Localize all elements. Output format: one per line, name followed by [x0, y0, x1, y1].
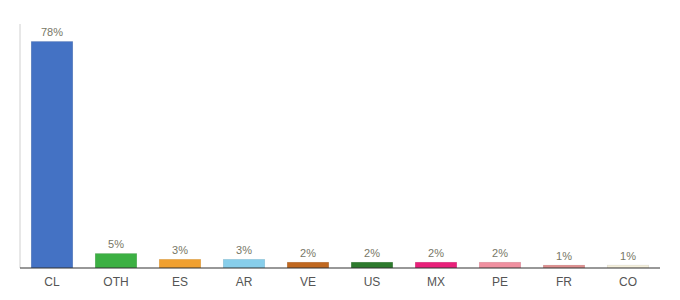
bar: [31, 41, 73, 268]
bar: [415, 262, 457, 268]
data-labels: 78% 5% 3% 3% 2% 2% 2% 2% 1% 1%: [41, 26, 636, 262]
chart: 78% 5% 3% 3% 2% 2% 2% 2% 1% 1% CL OTH ES AR VE US MX PE FR…: [0, 0, 680, 300]
data-label: 2%: [300, 247, 316, 259]
data-label: 2%: [364, 247, 380, 259]
data-label: 3%: [172, 244, 188, 256]
x-axis-line: [20, 267, 660, 268]
chart-container: 78% 5% 3% 3% 2% 2% 2% 2% 1% 1% CL OTH ES AR VE US MX PE FR…: [0, 0, 680, 300]
bars: [31, 41, 649, 268]
x-tick-label: ES: [172, 275, 188, 289]
data-label: 5%: [108, 238, 124, 250]
data-label: 2%: [492, 247, 508, 259]
x-tick-label: MX: [427, 275, 445, 289]
bar: [479, 262, 521, 268]
x-tick-label: AR: [236, 275, 253, 289]
bar: [95, 253, 137, 268]
x-tick-labels: CL OTH ES AR VE US MX PE FR CO: [44, 275, 637, 289]
data-label: 78%: [41, 26, 63, 38]
bar: [223, 259, 265, 268]
x-tick-label: FR: [556, 275, 572, 289]
data-label: 1%: [620, 250, 636, 262]
data-label: 1%: [556, 250, 572, 262]
x-tick-label: OTH: [103, 275, 128, 289]
x-tick-label: CO: [619, 275, 637, 289]
data-label: 3%: [236, 244, 252, 256]
x-tick-label: VE: [300, 275, 316, 289]
x-tick-label: CL: [44, 275, 60, 289]
y-axis-line: [20, 24, 21, 268]
bar: [159, 259, 201, 268]
x-tick-label: PE: [492, 275, 508, 289]
data-label: 2%: [428, 247, 444, 259]
bar: [287, 262, 329, 268]
x-tick-label: US: [364, 275, 381, 289]
bar: [351, 262, 393, 268]
